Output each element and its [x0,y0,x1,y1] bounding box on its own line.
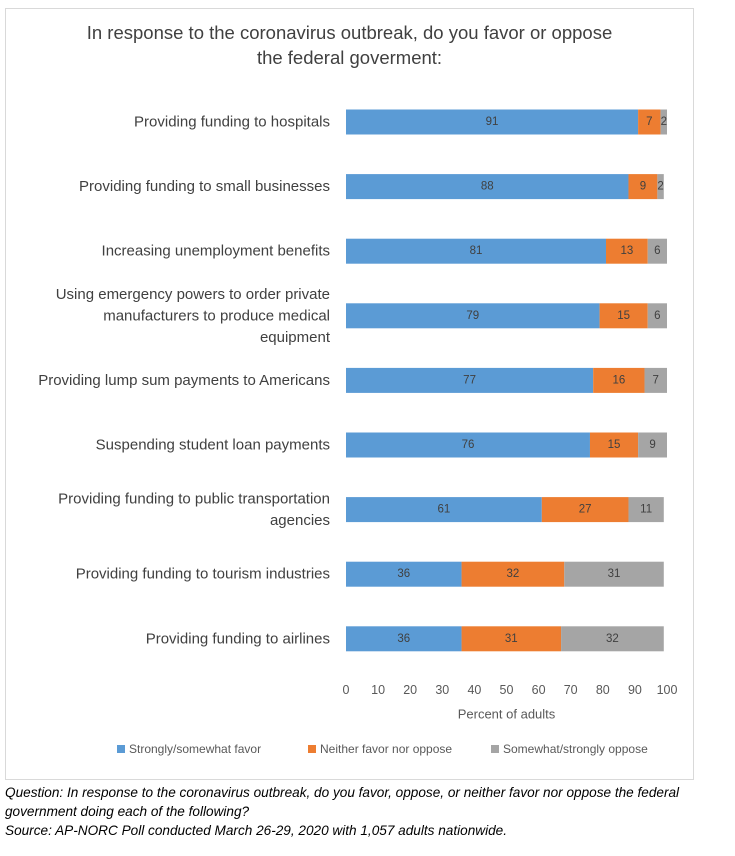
legend-swatch [117,745,125,753]
chart-frame [5,8,694,780]
category-label: Providing funding to public transportati… [58,490,330,507]
data-label: 9 [640,181,646,193]
bar-segment [644,367,667,393]
data-label: 15 [608,439,621,451]
data-label: 6 [654,310,660,322]
bar-segment [647,303,667,329]
x-tick-label: 80 [596,683,610,697]
bar-segment [593,367,645,393]
x-tick-label: 30 [435,683,449,697]
data-label: 36 [397,568,410,580]
bar-segment [346,238,607,264]
bar-segment [561,626,664,652]
x-tick-label: 70 [564,683,578,697]
bar-segment [606,238,648,264]
bar-segment [599,303,648,329]
data-label: 91 [486,116,499,128]
data-label: 32 [606,633,619,645]
data-label: 31 [505,633,518,645]
data-label: 27 [579,504,592,516]
data-label: 16 [612,374,625,386]
bar-segment [346,626,462,652]
category-label: Providing funding to tourism industries [76,566,330,583]
bar-segment [660,109,667,135]
x-tick-label: 20 [403,683,417,697]
bar-segment [589,432,639,458]
bar-segment [461,561,565,587]
footnote-source: Source: AP-NORC Poll conducted March 26-… [5,823,507,838]
data-label: 76 [462,439,475,451]
bar-segment [346,432,590,458]
bar-segment [564,561,664,587]
bar-segment [346,561,462,587]
data-label: 9 [649,439,655,451]
bar-segment [638,432,667,458]
category-label: manufacturers to produce medical [103,307,330,324]
footnote: Question: In response to the coronavirus… [5,783,733,840]
category-label: Suspending student loan payments [96,437,330,454]
data-label: 15 [617,310,630,322]
data-label: 61 [438,504,451,516]
chart-title-line-1: In response to the coronavirus outbreak,… [86,22,613,43]
data-label: 77 [463,374,476,386]
legend-swatch [308,745,316,753]
bar-segment [628,497,664,523]
category-label: Providing funding to airlines [146,630,330,647]
category-label: equipment [260,329,331,346]
x-tick-label: 50 [500,683,514,697]
x-tick-label: 60 [532,683,546,697]
category-label: Increasing unemployment benefits [102,243,330,260]
bar-segment [541,497,629,523]
data-label: 2 [661,116,667,128]
bar-segment [346,497,542,523]
x-axis-title: Percent of adults [458,707,556,722]
category-label: agencies [270,512,330,529]
data-label: 79 [466,310,479,322]
bar-segment [461,626,562,652]
bar-segment [657,174,664,200]
bar-segment [346,367,594,393]
x-tick-label: 0 [343,683,350,697]
data-label: 11 [640,504,652,516]
category-label: Providing funding to small businesses [79,178,330,195]
x-tick-label: 90 [628,683,642,697]
footnote-question: Question: In response to the coronavirus… [5,785,680,819]
bar-segment [638,109,661,135]
category-label: Using emergency powers to order private [56,286,330,303]
data-label: 32 [507,568,520,580]
bar-segment [346,303,600,329]
chart-title: In response to the coronavirus outbreak,… [5,20,694,70]
bar-segment [346,174,629,200]
category-label: Providing funding to hospitals [134,114,330,131]
category-label: Providing lump sum payments to Americans [38,372,330,389]
data-label: 31 [608,568,621,580]
x-tick-label: 100 [657,683,678,697]
bar-segment [647,238,667,264]
data-label: 6 [654,245,660,257]
x-tick-label: 10 [371,683,385,697]
data-label: 7 [646,116,652,128]
data-label: 7 [653,374,659,386]
legend-label: Neither favor nor oppose [320,742,452,756]
data-label: 88 [481,181,494,193]
legend-label: Strongly/somewhat favor [129,742,261,756]
data-label: 13 [620,245,633,257]
legend-swatch [491,745,499,753]
legend-label: Somewhat/strongly oppose [503,742,648,756]
bar-segment [628,174,658,200]
stacked-bar-chart: Providing funding to hospitals 91 7 2Provid… [38,109,678,756]
x-tick-label: 40 [467,683,481,697]
bar-segment [346,109,639,135]
data-label: 36 [397,633,410,645]
chart-title-line-2: the federal goverment: [256,47,443,68]
data-label: 81 [470,245,483,257]
data-label: 2 [657,181,663,193]
